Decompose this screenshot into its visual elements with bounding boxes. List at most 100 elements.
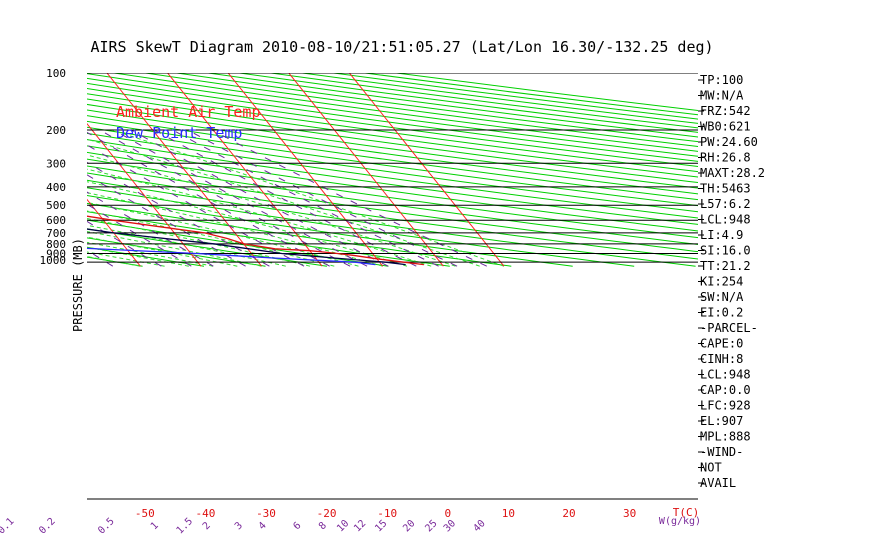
dry-adiabat (87, 103, 698, 189)
mixing-ratio-line (113, 129, 368, 267)
stats-entry: LFC:928 (700, 399, 751, 413)
moist-adiabat (87, 241, 214, 267)
dry-adiabat (87, 179, 696, 267)
bottom-temperature-tick-label: -50 (135, 507, 155, 520)
bottom-temperature-tick-label: -10 (377, 507, 397, 520)
pressure-tick-label: 300 (46, 157, 66, 170)
stats-entry: CAPE:0 (700, 337, 743, 351)
dew-point-line (87, 247, 376, 266)
mixing-ratio-tick-label: 6 (291, 520, 303, 532)
dry-adiabat (87, 246, 205, 267)
pressure-tick-label: 200 (46, 124, 66, 137)
ambient-temp-line (87, 215, 424, 266)
mixing-ratio-line (99, 129, 351, 267)
dry-adiabat (87, 202, 512, 267)
pressure-tick-label: 500 (46, 199, 66, 212)
stats-entry: TP:100 (700, 73, 743, 87)
pressure-tick-label: 900 (46, 248, 66, 261)
stats-entry: -WIND- (700, 445, 743, 459)
mixing-ratio-line (87, 220, 162, 267)
legend-entry: Ambient Air Temp (116, 103, 261, 121)
mixing-ratio-unit-label: W(g/kg) (659, 516, 701, 527)
dry-adiabat (87, 109, 698, 195)
dry-adiabat (87, 98, 698, 184)
dry-adiabat (114, 73, 698, 152)
dry-adiabat (0, 73, 20, 266)
stats-entry: LCL:948 (700, 213, 751, 227)
isotherm (87, 122, 202, 267)
stats-entry: RH:26.8 (700, 151, 751, 165)
moist-adiabat (111, 129, 505, 267)
dry-adiabat (87, 187, 635, 267)
moist-adiabat (87, 181, 408, 267)
mixing-ratio-line (87, 249, 114, 267)
mixing-ratio-tick-label: 20 (401, 518, 417, 534)
stats-entry: AVAIL (700, 476, 736, 490)
stats-entry: TT:21.2 (700, 259, 751, 273)
profile-lines (87, 215, 424, 266)
bottom-temperature-tick-label: 0 (444, 507, 451, 520)
dry-adiabat (87, 115, 698, 201)
bottom-temperature-tick-label: 30 (623, 507, 636, 520)
legend-entry: Dew Point Temp (116, 124, 242, 142)
moist-adiabat (87, 251, 165, 267)
dry-adiabat (87, 93, 698, 178)
stats-entry: EL:907 (700, 414, 743, 428)
stats-entry: MPL:888 (700, 430, 751, 444)
moist-adiabat (87, 224, 286, 267)
mixing-ratio-tick-label: 1 (149, 520, 161, 532)
stats-entry: TH:5463 (700, 182, 751, 196)
moist-adiabat (87, 168, 432, 267)
stats-entry: CINH:8 (700, 352, 743, 366)
moist-adiabat (87, 201, 359, 267)
mixing-ratio-tick-label: 0.1 (0, 516, 17, 537)
legend: Ambient Air Temp Dew Point Temp (116, 103, 261, 142)
mixing-ratio-tick-label: 2 (201, 520, 213, 532)
stats-entry: SW:N/A (700, 290, 744, 304)
moist-adiabat (87, 154, 456, 267)
stats-entry: FRZ:542 (700, 104, 751, 118)
dry-adiabat (87, 139, 698, 225)
mixing-ratio-line (172, 129, 439, 267)
isotherm (0, 69, 19, 266)
stats-entry: LI:4.9 (700, 228, 743, 242)
pressure-tick-label: 800 (46, 238, 66, 251)
pressure-tick-label: 600 (46, 214, 66, 227)
dry-adiabat (87, 126, 698, 213)
stats-entry: NOT (700, 461, 722, 475)
dry-adiabat (87, 82, 698, 167)
mixing-ratio-tick-label: 0.2 (37, 516, 58, 537)
dry-adiabat (87, 73, 698, 157)
mixing-ratio-line (87, 174, 246, 267)
stats-entry: MW:N/A (700, 89, 744, 103)
pressure-tick-label: 400 (46, 181, 66, 194)
mixing-ratio-tick-label: 25 (423, 518, 439, 534)
stats-entry: KI:254 (700, 275, 743, 289)
stats-entry: CAP:0.0 (700, 383, 751, 397)
dry-adiabat (87, 77, 698, 162)
isotherm (106, 73, 262, 267)
mixing-ratio-tick-label: 0.5 (96, 516, 117, 537)
pressure-tick-label: 1000 (40, 254, 67, 267)
bottom-temperature-tick-label: -20 (317, 507, 337, 520)
moist-adiabat (87, 246, 189, 267)
bottom-temperature-tick-label: 10 (502, 507, 515, 520)
dry-adiabat (87, 132, 698, 219)
stats-entry: -PARCEL- (700, 321, 758, 335)
mixing-ratio-tick-label: 30 (442, 518, 458, 534)
dry-adiabat (365, 73, 698, 116)
stats-entry: WB0:621 (700, 120, 751, 134)
dry-adiabat (87, 228, 327, 267)
bottom-temperature-tick-label: 20 (562, 507, 575, 520)
stats-entry: LCL:948 (700, 368, 751, 382)
dry-adiabat (87, 120, 698, 207)
bottom-temperature-tick-label: -40 (195, 507, 215, 520)
dry-adiabat (87, 211, 450, 267)
temperature-unit-label: T(C) (673, 506, 700, 519)
mixing-ratio-line (87, 131, 330, 267)
mixing-ratio-tick-label: 12 (352, 518, 368, 534)
y-axis-label: PRESSURE (MB) (71, 238, 85, 332)
dry-adiabat (87, 158, 698, 246)
